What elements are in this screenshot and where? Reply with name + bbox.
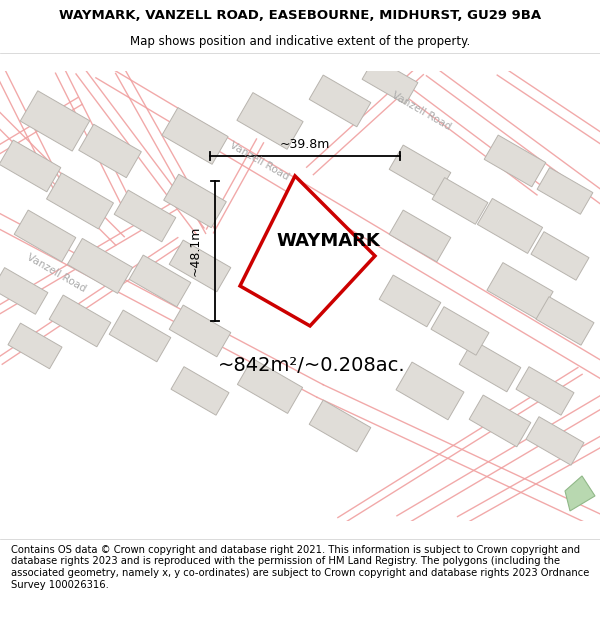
Polygon shape: [379, 275, 441, 327]
Polygon shape: [309, 75, 371, 127]
Polygon shape: [478, 199, 542, 253]
Text: ~48.1m: ~48.1m: [188, 226, 202, 276]
Polygon shape: [240, 176, 375, 326]
Polygon shape: [169, 240, 231, 292]
Polygon shape: [531, 232, 589, 280]
Polygon shape: [0, 140, 61, 192]
Polygon shape: [169, 305, 231, 357]
Polygon shape: [469, 395, 531, 447]
Polygon shape: [164, 174, 226, 228]
Text: ~39.8m: ~39.8m: [280, 138, 330, 151]
Polygon shape: [8, 323, 62, 369]
Polygon shape: [565, 476, 595, 511]
Polygon shape: [109, 310, 171, 362]
Polygon shape: [309, 400, 371, 452]
Polygon shape: [396, 362, 464, 420]
Polygon shape: [67, 239, 133, 293]
Text: Vanzell Road: Vanzell Road: [25, 252, 88, 294]
Polygon shape: [389, 145, 451, 197]
Polygon shape: [362, 58, 418, 104]
Polygon shape: [487, 262, 553, 319]
Text: Contains OS data © Crown copyright and database right 2021. This information is : Contains OS data © Crown copyright and d…: [11, 545, 589, 589]
Polygon shape: [459, 340, 521, 392]
Polygon shape: [537, 168, 593, 214]
Polygon shape: [49, 295, 111, 347]
Text: Vanzell Road: Vanzell Road: [390, 90, 452, 132]
Polygon shape: [389, 210, 451, 262]
Polygon shape: [114, 190, 176, 242]
Polygon shape: [162, 107, 228, 164]
Text: ~842m²/~0.208ac.: ~842m²/~0.208ac.: [218, 356, 406, 376]
Polygon shape: [14, 210, 76, 262]
Text: Vanzell Road: Vanzell Road: [228, 140, 290, 182]
Polygon shape: [484, 135, 546, 187]
Polygon shape: [79, 124, 142, 177]
Polygon shape: [20, 91, 90, 151]
Polygon shape: [516, 367, 574, 415]
Polygon shape: [237, 92, 303, 149]
Text: Map shows position and indicative extent of the property.: Map shows position and indicative extent…: [130, 35, 470, 48]
Text: WAYMARK: WAYMARK: [276, 232, 380, 250]
Polygon shape: [526, 417, 584, 465]
Polygon shape: [238, 359, 302, 413]
Polygon shape: [432, 177, 488, 224]
Polygon shape: [171, 367, 229, 415]
Polygon shape: [431, 307, 489, 355]
Text: WAYMARK, VANZELL ROAD, EASEBOURNE, MIDHURST, GU29 9BA: WAYMARK, VANZELL ROAD, EASEBOURNE, MIDHU…: [59, 9, 541, 22]
Polygon shape: [536, 297, 594, 345]
Polygon shape: [129, 255, 191, 307]
Polygon shape: [0, 268, 48, 314]
Polygon shape: [47, 173, 113, 229]
